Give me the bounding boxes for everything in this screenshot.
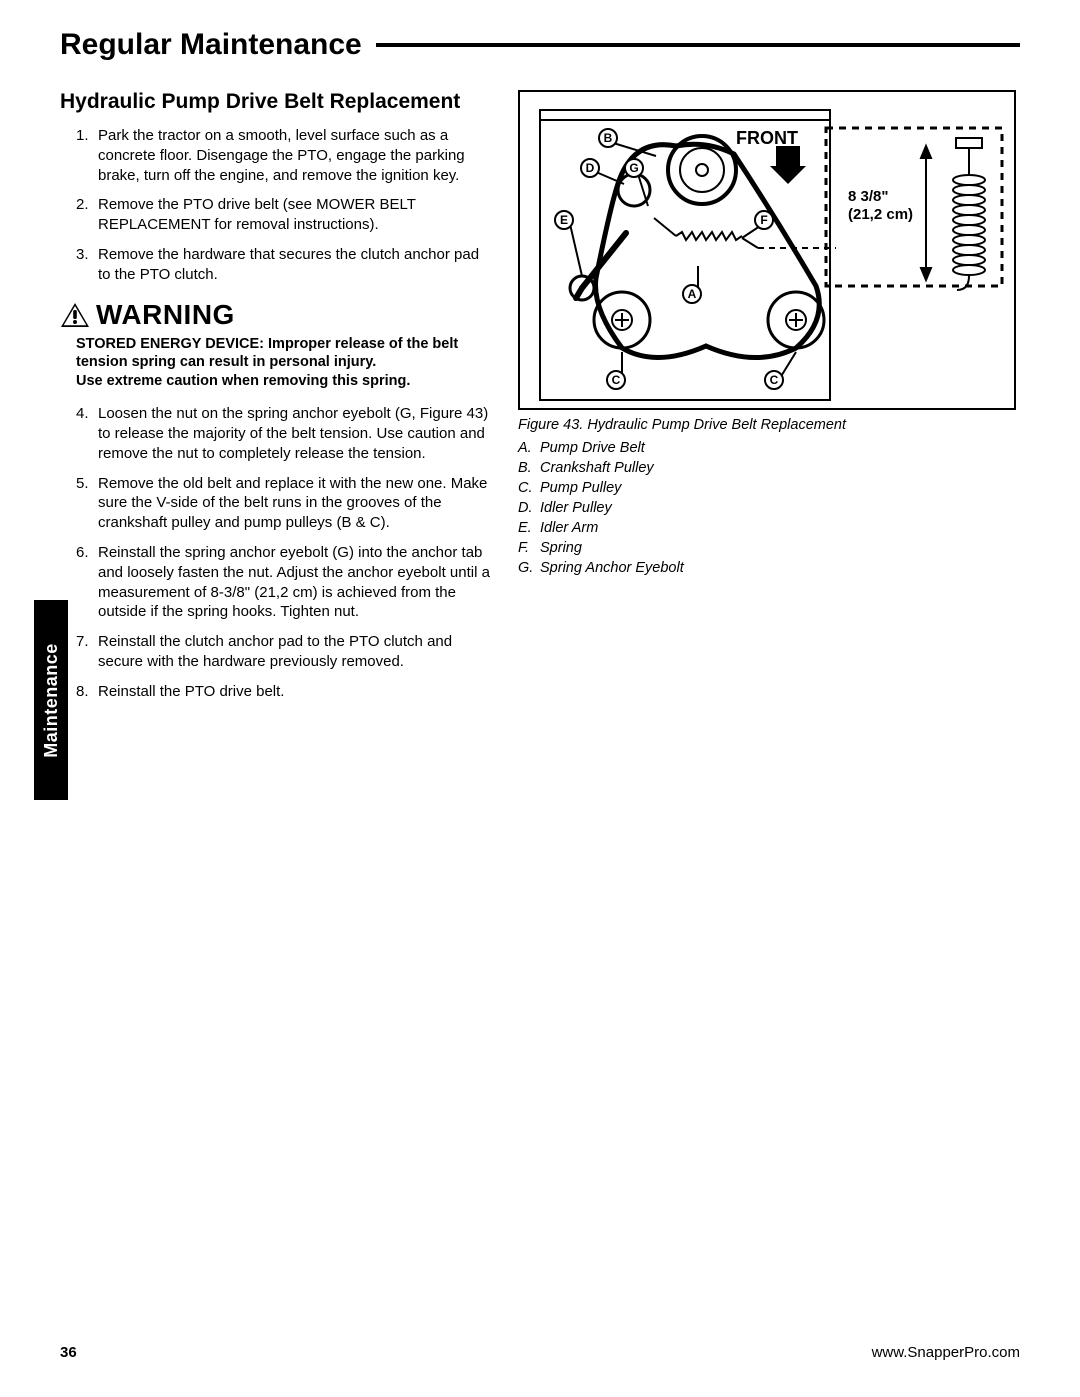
step-text: Remove the PTO drive belt (see MOWER BEL… (98, 196, 416, 233)
callout-a: A (682, 284, 702, 304)
step-text: Park the tractor on a smooth, level surf… (98, 127, 465, 184)
title-rule (376, 43, 1020, 47)
step-item: 1.Park the tractor on a smooth, level su… (80, 126, 490, 185)
page-number: 36 (60, 1344, 77, 1361)
steps-list-b: 4. Loosen the nut on the spring anchor ey… (60, 404, 490, 701)
legend-key: B. (518, 458, 540, 478)
callout-e: E (554, 210, 574, 230)
side-tab: Maintenance (34, 600, 68, 800)
warning-icon (60, 302, 90, 328)
callout-g: G (624, 158, 644, 178)
legend-row: F.Spring (518, 538, 1020, 558)
callout-b: B (598, 128, 618, 148)
legend-key: C. (518, 478, 540, 498)
warning-block: WARNING STORED ENERGY DEVICE: Improper r… (60, 299, 490, 397)
step-number: 7. (76, 632, 89, 652)
step-number: 3. (76, 245, 89, 265)
step-number: 6. (76, 543, 89, 563)
step-number: 4. (76, 404, 89, 424)
legend-row: C.Pump Pulley (518, 478, 1020, 498)
legend-row: E.Idler Arm (518, 518, 1020, 538)
legend-row: G.Spring Anchor Eyebolt (518, 558, 1020, 578)
step-item: 7.Reinstall the clutch anchor pad to the… (80, 632, 490, 672)
step-item: 3.Remove the hardware that secures the c… (80, 245, 490, 285)
legend-row: A.Pump Drive Belt (518, 438, 1020, 458)
legend-key: A. (518, 438, 540, 458)
callout-c2: C (764, 370, 784, 390)
page-url: www.SnapperPro.com (872, 1344, 1020, 1361)
figure-box: B D G E F A C C FRONT 8 3/8" (21,2 cm) (518, 90, 1016, 410)
side-tab-label: Maintenance (41, 643, 62, 758)
legend-value: Pump Drive Belt (540, 438, 645, 458)
step-item: 5.Remove the old belt and replace it wit… (80, 474, 490, 533)
page-footer: 36 www.SnapperPro.com (60, 1344, 1020, 1361)
step-text: Loosen the nut on the spring anchor eyeb… (98, 405, 488, 462)
legend-key: F. (518, 538, 540, 558)
callout-f: F (754, 210, 774, 230)
figure-caption: Figure 43. Hydraulic Pump Drive Belt Rep… (518, 416, 1020, 436)
measurement: 8 3/8" (21,2 cm) (848, 188, 913, 224)
step-text: Reinstall the clutch anchor pad to the P… (98, 633, 452, 670)
legend-value: Pump Pulley (540, 478, 621, 498)
legend-row: D.Idler Pulley (518, 498, 1020, 518)
section-heading: Hydraulic Pump Drive Belt Replacement (60, 90, 490, 114)
front-label: FRONT (736, 128, 798, 149)
legend-value: Spring (540, 538, 582, 558)
step-number: 8. (76, 682, 89, 702)
measurement-a: 8 3/8" (848, 188, 888, 205)
warning-body: STORED ENERGY DEVICE: Improper release o… (60, 331, 490, 397)
step-item: 4.Loosen the nut on the spring anchor ey… (80, 404, 490, 463)
legend-value: Crankshaft Pulley (540, 458, 654, 478)
step-item: 8.Reinstall the PTO drive belt. (80, 682, 490, 702)
step-item: 6.Reinstall the spring anchor eyebolt (G… (80, 543, 490, 622)
figure-legend: A.Pump Drive BeltB.Crankshaft PulleyC.Pu… (518, 438, 1020, 578)
legend-key: G. (518, 558, 540, 578)
callout-d: D (580, 158, 600, 178)
legend-key: D. (518, 498, 540, 518)
warning-label: WARNING (96, 299, 235, 331)
page-title-row: Regular Maintenance (60, 28, 1020, 62)
legend-row: B.Crankshaft Pulley (518, 458, 1020, 478)
step-text: Reinstall the spring anchor eyebolt (G) … (98, 544, 490, 620)
step-item: 2.Remove the PTO drive belt (see MOWER B… (80, 195, 490, 235)
step-text: Reinstall the PTO drive belt. (98, 683, 284, 700)
measurement-b: (21,2 cm) (848, 206, 913, 223)
steps-list-a: 1. Park the tractor on a smooth, level su… (60, 126, 490, 285)
legend-key: E. (518, 518, 540, 538)
step-number: 5. (76, 474, 89, 494)
legend-value: Idler Pulley (540, 498, 612, 518)
page-title: Regular Maintenance (60, 28, 362, 62)
step-number: 2. (76, 195, 89, 215)
step-text: Remove the hardware that secures the clu… (98, 246, 479, 283)
step-number: 1. (76, 126, 89, 146)
step-text: Remove the old belt and replace it with … (98, 475, 487, 532)
legend-value: Idler Arm (540, 518, 598, 538)
legend-value: Spring Anchor Eyebolt (540, 558, 684, 578)
callout-c1: C (606, 370, 626, 390)
